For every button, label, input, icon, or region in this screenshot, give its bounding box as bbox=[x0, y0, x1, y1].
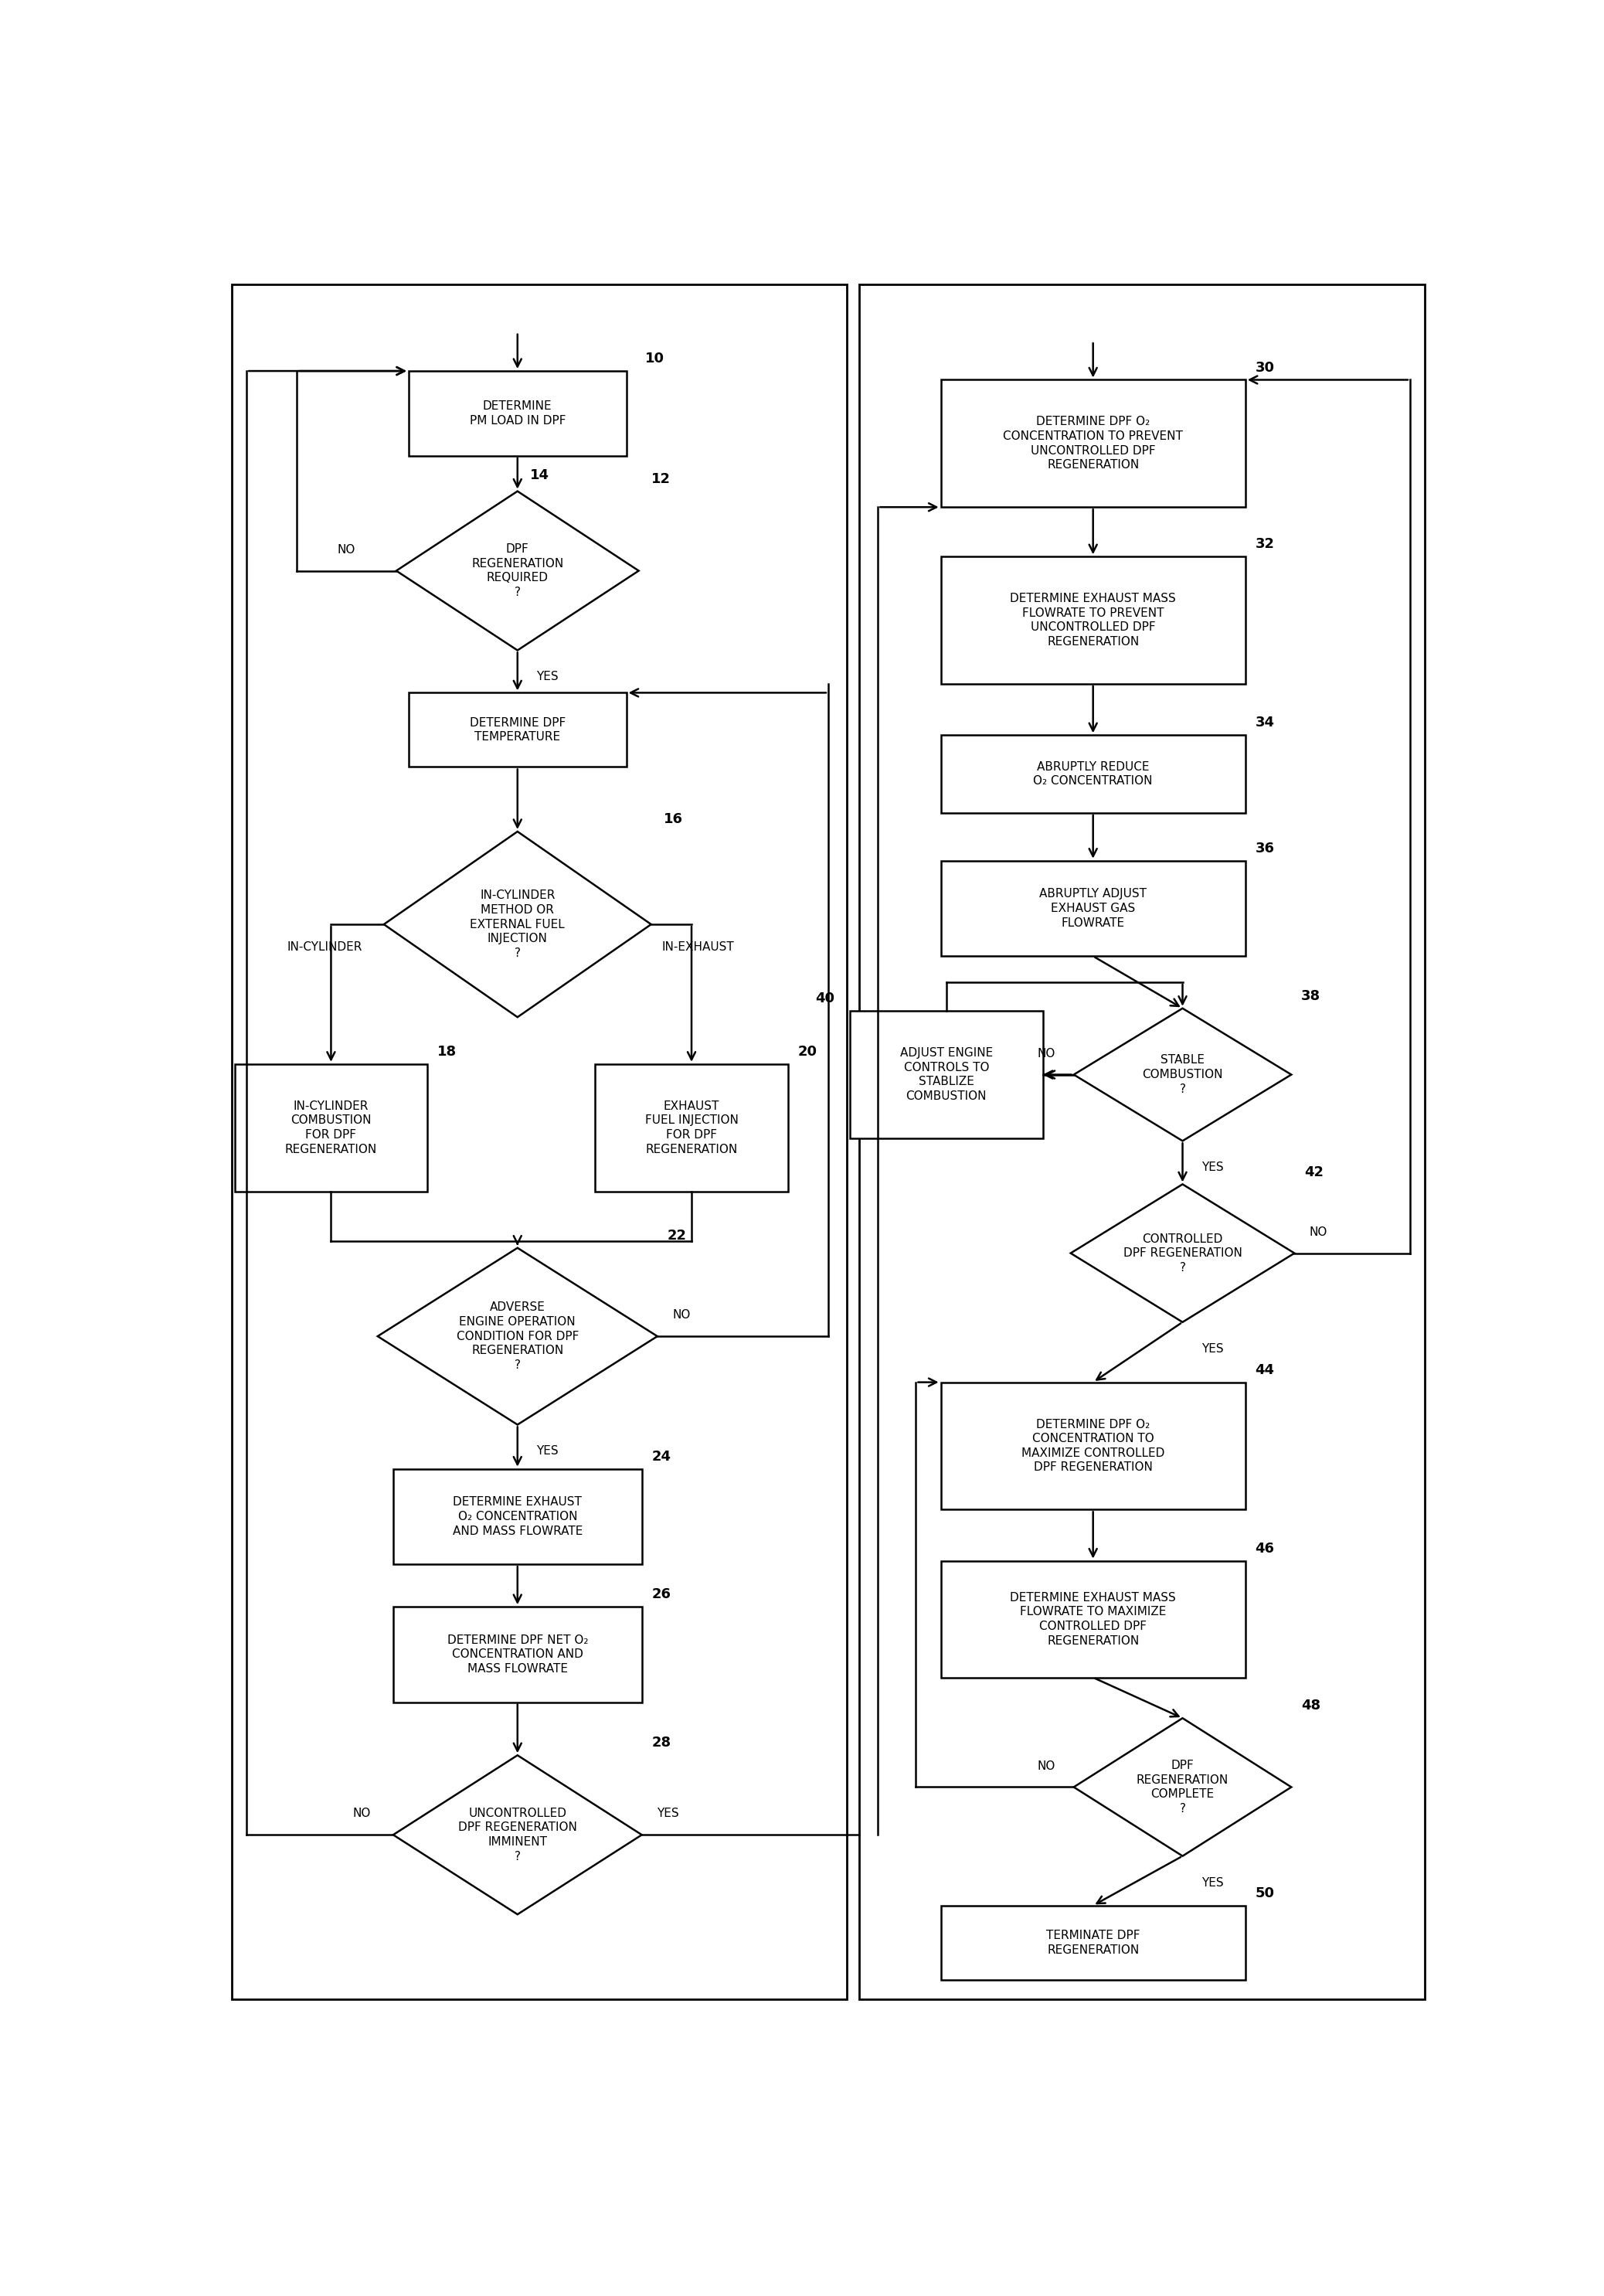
Text: 38: 38 bbox=[1301, 990, 1320, 1003]
Text: CONTROLLED
DPF REGENERATION
?: CONTROLLED DPF REGENERATION ? bbox=[1123, 1233, 1241, 1274]
Text: DPF
REGENERATION
REQUIRED
?: DPF REGENERATION REQUIRED ? bbox=[472, 544, 563, 599]
Text: DETERMINE
PM LOAD IN DPF: DETERMINE PM LOAD IN DPF bbox=[470, 400, 566, 427]
Text: DETERMINE DPF
TEMPERATURE: DETERMINE DPF TEMPERATURE bbox=[470, 716, 566, 744]
FancyBboxPatch shape bbox=[409, 693, 626, 767]
Text: DETERMINE EXHAUST
O₂ CONCENTRATION
AND MASS FLOWRATE: DETERMINE EXHAUST O₂ CONCENTRATION AND M… bbox=[452, 1497, 582, 1536]
Text: 26: 26 bbox=[651, 1587, 670, 1603]
FancyBboxPatch shape bbox=[393, 1607, 642, 1701]
Text: YES: YES bbox=[1201, 1343, 1224, 1355]
Text: 18: 18 bbox=[438, 1045, 457, 1058]
Text: 42: 42 bbox=[1304, 1164, 1323, 1178]
Text: 46: 46 bbox=[1256, 1541, 1275, 1554]
Text: YES: YES bbox=[1201, 1876, 1224, 1887]
Polygon shape bbox=[377, 1249, 658, 1424]
Polygon shape bbox=[393, 1754, 642, 1915]
Polygon shape bbox=[396, 491, 638, 650]
FancyBboxPatch shape bbox=[942, 861, 1245, 955]
FancyBboxPatch shape bbox=[393, 1469, 642, 1564]
Text: NO: NO bbox=[1038, 1761, 1055, 1773]
Text: DETERMINE DPF O₂
CONCENTRATION TO PREVENT
UNCONTROLLED DPF
REGENERATION: DETERMINE DPF O₂ CONCENTRATION TO PREVEN… bbox=[1002, 416, 1184, 471]
Text: DETERMINE DPF NET O₂
CONCENTRATION AND
MASS FLOWRATE: DETERMINE DPF NET O₂ CONCENTRATION AND M… bbox=[448, 1635, 589, 1674]
Text: NO: NO bbox=[1038, 1047, 1055, 1058]
Text: NO: NO bbox=[1309, 1226, 1328, 1238]
FancyBboxPatch shape bbox=[231, 285, 847, 2000]
FancyBboxPatch shape bbox=[942, 1906, 1245, 1979]
FancyBboxPatch shape bbox=[595, 1063, 788, 1192]
FancyBboxPatch shape bbox=[234, 1063, 427, 1192]
Text: 22: 22 bbox=[667, 1228, 687, 1242]
FancyBboxPatch shape bbox=[860, 285, 1424, 2000]
FancyBboxPatch shape bbox=[942, 1561, 1245, 1678]
Polygon shape bbox=[1073, 1717, 1291, 1855]
Text: DETERMINE EXHAUST MASS
FLOWRATE TO PREVENT
UNCONTROLLED DPF
REGENERATION: DETERMINE EXHAUST MASS FLOWRATE TO PREVE… bbox=[1011, 592, 1176, 647]
Text: 30: 30 bbox=[1256, 360, 1275, 374]
Text: 16: 16 bbox=[664, 813, 683, 827]
Text: EXHAUST
FUEL INJECTION
FOR DPF
REGENERATION: EXHAUST FUEL INJECTION FOR DPF REGENERAT… bbox=[645, 1100, 738, 1155]
Text: ABRUPTLY ADJUST
EXHAUST GAS
FLOWRATE: ABRUPTLY ADJUST EXHAUST GAS FLOWRATE bbox=[1039, 889, 1147, 928]
Text: 34: 34 bbox=[1256, 716, 1275, 730]
Text: STABLE
COMBUSTION
?: STABLE COMBUSTION ? bbox=[1142, 1054, 1222, 1095]
Text: DETERMINE EXHAUST MASS
FLOWRATE TO MAXIMIZE
CONTROLLED DPF
REGENERATION: DETERMINE EXHAUST MASS FLOWRATE TO MAXIM… bbox=[1011, 1591, 1176, 1646]
FancyBboxPatch shape bbox=[942, 1382, 1245, 1508]
Text: NO: NO bbox=[672, 1309, 690, 1320]
Text: NO: NO bbox=[337, 544, 356, 556]
Text: UNCONTROLLED
DPF REGENERATION
IMMINENT
?: UNCONTROLLED DPF REGENERATION IMMINENT ? bbox=[459, 1807, 577, 1862]
FancyBboxPatch shape bbox=[409, 372, 626, 457]
Text: 10: 10 bbox=[645, 351, 664, 365]
FancyBboxPatch shape bbox=[942, 735, 1245, 813]
Text: DPF
REGENERATION
COMPLETE
?: DPF REGENERATION COMPLETE ? bbox=[1137, 1759, 1229, 1814]
Text: 14: 14 bbox=[529, 468, 549, 482]
FancyBboxPatch shape bbox=[942, 556, 1245, 684]
FancyBboxPatch shape bbox=[850, 1010, 1043, 1139]
Text: ABRUPTLY REDUCE
O₂ CONCENTRATION: ABRUPTLY REDUCE O₂ CONCENTRATION bbox=[1033, 760, 1153, 788]
Text: 12: 12 bbox=[651, 473, 670, 487]
Text: YES: YES bbox=[536, 1446, 558, 1458]
Text: 50: 50 bbox=[1256, 1887, 1275, 1901]
Text: 44: 44 bbox=[1256, 1364, 1275, 1378]
Polygon shape bbox=[383, 831, 651, 1017]
Text: TERMINATE DPF
REGENERATION: TERMINATE DPF REGENERATION bbox=[1046, 1929, 1140, 1956]
Text: 20: 20 bbox=[797, 1045, 816, 1058]
Text: YES: YES bbox=[1201, 1162, 1224, 1173]
Text: DETERMINE DPF O₂
CONCENTRATION TO
MAXIMIZE CONTROLLED
DPF REGENERATION: DETERMINE DPF O₂ CONCENTRATION TO MAXIMI… bbox=[1022, 1419, 1165, 1474]
Text: 40: 40 bbox=[815, 992, 834, 1006]
Text: ADJUST ENGINE
CONTROLS TO
STABLIZE
COMBUSTION: ADJUST ENGINE CONTROLS TO STABLIZE COMBU… bbox=[900, 1047, 993, 1102]
Polygon shape bbox=[1073, 1008, 1291, 1141]
Polygon shape bbox=[1071, 1185, 1294, 1322]
Text: 24: 24 bbox=[651, 1449, 670, 1463]
Text: IN-CYLINDER
COMBUSTION
FOR DPF
REGENERATION: IN-CYLINDER COMBUSTION FOR DPF REGENERAT… bbox=[286, 1100, 377, 1155]
Text: YES: YES bbox=[656, 1807, 678, 1818]
Text: YES: YES bbox=[536, 670, 558, 682]
Text: 32: 32 bbox=[1256, 537, 1275, 551]
FancyBboxPatch shape bbox=[942, 379, 1245, 507]
Text: 28: 28 bbox=[651, 1736, 670, 1750]
Text: NO: NO bbox=[353, 1807, 371, 1818]
Text: 48: 48 bbox=[1301, 1699, 1320, 1713]
Text: IN-CYLINDER: IN-CYLINDER bbox=[287, 941, 363, 953]
Text: IN-EXHAUST: IN-EXHAUST bbox=[661, 941, 735, 953]
Text: ADVERSE
ENGINE OPERATION
CONDITION FOR DPF
REGENERATION
?: ADVERSE ENGINE OPERATION CONDITION FOR D… bbox=[456, 1302, 579, 1371]
Text: 36: 36 bbox=[1256, 843, 1275, 856]
Text: IN-CYLINDER
METHOD OR
EXTERNAL FUEL
INJECTION
?: IN-CYLINDER METHOD OR EXTERNAL FUEL INJE… bbox=[470, 891, 565, 960]
